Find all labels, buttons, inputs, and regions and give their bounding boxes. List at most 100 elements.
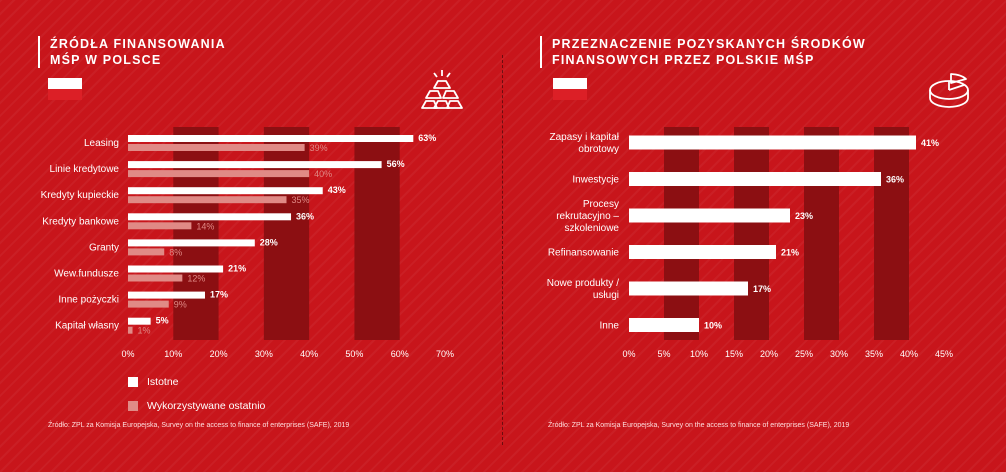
category-label-inne-pozyczki: Inne pożyczki [58,295,119,306]
category-label-refinansowanie: Refinansowanie [548,248,620,259]
bar-istotne-granty [128,239,255,247]
bar-istotne-inne-pozyczki [128,291,205,299]
x-tick-label: 10% [690,349,708,359]
data-label-wykorzystywane: 12% [187,274,205,284]
x-tick-label: 45% [935,349,953,359]
data-label: 41% [921,138,939,148]
category-label-wew-fundusze: Wew.fundusze [54,269,119,280]
data-label: 17% [753,284,771,294]
x-tick-label: 20% [760,349,778,359]
grid-band [664,127,699,340]
bar-istotne-wew-fundusze [128,265,224,273]
x-tick-label: 30% [830,349,848,359]
grid-band [734,127,769,340]
grid-band [263,127,310,340]
x-tick-label: 30% [255,349,273,359]
x-tick-label: 0% [622,349,635,359]
data-label-wykorzystywane: 14% [196,221,214,231]
x-tick-label: 40% [300,349,318,359]
x-tick-label: 50% [345,349,363,359]
pie-chart-icon [929,73,969,108]
legend-swatch-istotne [128,377,138,387]
x-tick-label: 70% [436,349,454,359]
data-label-wykorzystywane: 9% [174,300,187,310]
right-title-line-1: PRZEZNACZENIE POZYSKANYCH ŚRODKÓW [552,37,866,51]
left-source-note: Źródło: ZPL za Komisja Europejska, Surve… [48,422,350,429]
data-label-istotne: 43% [328,185,346,195]
x-tick-label: 10% [164,349,182,359]
bar-wykorzystywane-kredyty-kupieckie [128,196,287,204]
bar-wykorzystywane-wew-fundusze [128,274,183,282]
data-label-istotne: 17% [210,290,228,300]
category-label-granty: Granty [89,242,119,253]
x-tick-label: 40% [900,349,918,359]
legend-label-wykorzystywane: Wykorzystywane ostatnio [147,400,266,412]
x-tick-label: 60% [391,349,409,359]
legend-item-wykorzystywane: Wykorzystywane ostatnio [128,396,265,416]
bar-wykorzystywane-kredyty-bankowe [128,222,192,230]
right-source-note: Źródło: ZPL za Komisja Europejska, Surve… [548,422,850,429]
bar-inwestycje [629,172,881,186]
left-title-line-2: MŚP W POLSCE [50,53,162,67]
bar-istotne-linie-kredytowe [128,161,382,169]
legend-label-istotne: Istotne [147,376,179,388]
data-label-wykorzystywane: 1% [138,326,151,336]
category-label-procesy-rekrutacyjno-szkoleniowe: Procesy rekrutacyjno – szkoleniowe [556,199,619,234]
data-label-wykorzystywane: 39% [310,143,328,153]
x-tick-label: 25% [795,349,813,359]
x-tick-label: 20% [210,349,228,359]
category-label-kredyty-kupieckie: Kredyty kupieckie [41,190,120,201]
bar-inne [629,318,699,332]
category-label-leasing: Leasing [84,138,119,149]
x-tick-label: 5% [657,349,670,359]
bar-wykorzystywane-granty [128,248,165,256]
category-label-linie-kredytowe: Linie kredytowe [50,164,120,175]
bar-nowe-produkty-uslugi [629,281,748,296]
data-label-wykorzystywane: 8% [169,247,182,257]
data-label-wykorzystywane: 35% [292,195,310,205]
category-label-inne: Inne [600,321,620,332]
category-label-inwestycje: Inwestycje [572,175,619,186]
data-label-istotne: 36% [296,211,314,221]
category-label-zapasy-i-kapital-obrotowy: Zapasy i kapitał obrotowy [550,132,620,155]
gold-bars-icon [421,70,463,109]
bar-wykorzystywane-inne-pozyczki [128,300,169,308]
bar-wykorzystywane-leasing [128,144,305,151]
data-label-wykorzystywane: 40% [314,169,332,179]
right-panel: PRZEZNACZENIE POZYSKANYCH ŚRODKÓW FINANS… [503,0,1006,472]
grid-band [804,127,839,340]
left-chart-title: ŹRÓDŁA FINANSOWANIA MŚP W POLSCE [38,36,226,68]
data-label-istotne: 5% [156,316,169,326]
data-label-istotne: 63% [418,133,436,143]
panel-divider [502,55,503,445]
bar-zapasy-i-kapital-obrotowy [629,135,916,150]
data-label: 10% [704,321,722,331]
right-chart-title: PRZEZNACZENIE POZYSKANYCH ŚRODKÓW FINANS… [540,36,866,68]
data-label: 21% [781,248,799,258]
x-tick-label: 35% [865,349,883,359]
left-title-line-1: ŹRÓDŁA FINANSOWANIA [50,37,226,51]
data-label-istotne: 56% [387,159,405,169]
bar-wykorzystywane-linie-kredytowe [128,170,310,178]
data-label-istotne: 28% [260,237,278,247]
bar-wykorzystywane-kapital-wlasny [128,326,133,334]
data-label: 23% [795,211,813,221]
category-label-kapital-wlasny: Kapitał własny [55,321,119,332]
left-panel: ŹRÓDŁA FINANSOWANIA MŚP W POLSCE 0% 10% 20… [38,36,463,429]
bar-istotne-leasing [128,135,414,142]
x-tick-label: 0% [121,349,134,359]
grid-band [874,127,909,340]
bar-refinansowanie [629,245,776,259]
category-label-nowe-produkty-uslugi: Nowe produkty / usługi [547,278,619,301]
x-tick-label: 15% [725,349,743,359]
legend-swatch-wykorzystywane [128,401,138,411]
data-label: 36% [886,175,904,185]
bar-istotne-kapital-wlasny [128,317,151,325]
uses-bar-chart: 0% 5% 10% 15% 20% 25% 30% 35% 40% 45% Zapasy i kap… [547,127,953,359]
bar-istotne-kredyty-bankowe [128,213,292,221]
bar-istotne-kredyty-kupieckie [128,187,323,195]
data-label-istotne: 21% [228,264,246,274]
right-title-line-2: FINANSOWYCH PRZEZ POLSKIE MŚP [552,53,815,67]
left-legend: Istotne Wykorzystywane ostatnio [128,372,265,420]
category-label-kredyty-bankowe: Kredyty bankowe [42,216,119,227]
